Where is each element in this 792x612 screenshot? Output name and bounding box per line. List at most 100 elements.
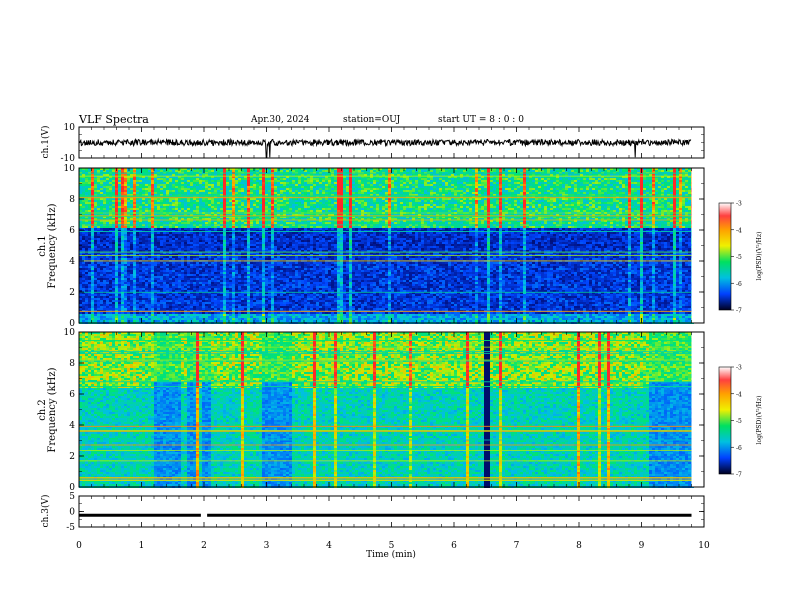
spectrogram-cell xyxy=(103,320,106,322)
spectrogram-cell xyxy=(103,242,106,244)
spectrogram-cell xyxy=(220,270,223,272)
spectrogram-cell xyxy=(145,236,148,238)
spectrogram-cell xyxy=(112,248,115,250)
spectrogram-cell xyxy=(220,190,223,192)
spectrogram-cell xyxy=(220,256,223,258)
spectrogram-cell xyxy=(88,268,91,270)
spectrogram-cell xyxy=(130,202,133,204)
spectrogram-cell xyxy=(106,184,109,186)
spectrogram-cell xyxy=(109,170,112,172)
spectrogram-cell xyxy=(244,218,247,220)
spectrogram-cell xyxy=(100,222,103,224)
spectrogram-cell xyxy=(199,316,202,318)
spectrogram-cell xyxy=(184,318,187,320)
spectrogram-cell xyxy=(181,272,184,274)
spectrogram-cell xyxy=(220,280,223,282)
spectrogram-cell xyxy=(223,176,226,178)
spectrogram-cell xyxy=(178,298,181,300)
spectrogram-cell xyxy=(226,180,229,182)
spectrogram-cell xyxy=(127,208,130,210)
spectrogram-cell xyxy=(97,258,100,260)
spectrogram-cell xyxy=(199,296,202,298)
spectrogram-cell xyxy=(172,274,175,276)
spectrogram-cell xyxy=(220,268,223,270)
spectrogram-cell xyxy=(262,170,265,172)
spectrogram-cell xyxy=(106,196,109,198)
spectrogram-cell xyxy=(97,286,100,288)
spectrogram-cell xyxy=(256,274,259,276)
spectrogram-cell xyxy=(115,208,118,210)
spectrogram-cell xyxy=(91,168,94,170)
spectrogram-cell xyxy=(121,170,124,172)
spectrogram-cell xyxy=(220,168,223,170)
spectrogram-cell xyxy=(154,248,157,250)
spectrogram-cell xyxy=(103,174,106,176)
spectrogram-cell xyxy=(151,176,154,178)
spectrogram-cell xyxy=(103,318,106,320)
spectrogram-cell xyxy=(112,272,115,274)
spectrogram-cell xyxy=(157,240,160,242)
spectrogram-cell xyxy=(205,180,208,182)
spectrogram-cell xyxy=(133,178,136,180)
spectrogram-cell xyxy=(88,258,91,260)
spectrogram-cell xyxy=(232,214,235,216)
spectrogram-cell xyxy=(121,314,124,316)
spectrogram-cell xyxy=(79,312,82,314)
spectrogram-cell xyxy=(94,280,97,282)
spectrogram-cell xyxy=(247,170,250,172)
spectrogram-cell xyxy=(118,208,121,210)
spectrogram-cell xyxy=(169,294,172,296)
spectrogram-cell xyxy=(187,258,190,260)
spectrogram-cell xyxy=(154,178,157,180)
spectrogram-cell xyxy=(109,268,112,270)
spectrogram-cell xyxy=(256,282,259,284)
spectrogram-cell xyxy=(139,286,142,288)
spectrogram-cell xyxy=(172,236,175,238)
spectrogram-cell xyxy=(148,246,151,248)
spectrogram-cell xyxy=(109,218,112,220)
spectrogram-cell xyxy=(97,298,100,300)
spectrogram-cell xyxy=(100,236,103,238)
spectrogram-cell xyxy=(205,302,208,304)
ch1-waveform-ylabel: ch.1(V) xyxy=(40,126,51,159)
spectrogram-cell xyxy=(109,190,112,192)
spectrogram-cell xyxy=(118,210,121,212)
spectrogram-cell xyxy=(226,250,229,252)
spectrogram-cell xyxy=(226,246,229,248)
spectrogram-cell xyxy=(253,270,256,272)
spectrogram-cell xyxy=(172,270,175,272)
spectrogram-cell xyxy=(214,264,217,266)
spectrogram-cell xyxy=(199,292,202,294)
spectrogram-cell xyxy=(211,192,214,194)
spectrogram-cell xyxy=(229,230,232,232)
spectrogram-cell xyxy=(94,278,97,280)
spectrogram-cell xyxy=(160,208,163,210)
spectrogram-cell xyxy=(235,282,238,284)
spectrogram-cell xyxy=(247,230,250,232)
spectrogram-cell xyxy=(247,188,250,190)
spectrogram-cell xyxy=(136,176,139,178)
spectrogram-cell xyxy=(148,208,151,210)
spectrogram-cell xyxy=(151,214,154,216)
spectrogram-cell xyxy=(196,196,199,198)
spectrogram-cell xyxy=(181,274,184,276)
spectrogram-cell xyxy=(202,176,205,178)
spectrogram-cell xyxy=(181,318,184,320)
spectrogram-cell xyxy=(265,256,268,258)
spectrogram-cell xyxy=(157,198,160,200)
spectrogram-cell xyxy=(244,210,247,212)
spectrogram-cell xyxy=(190,270,193,272)
spectrogram-cell xyxy=(187,192,190,194)
spectrogram-cell xyxy=(181,316,184,318)
spectrogram-cell xyxy=(250,190,253,192)
spectrogram-cell xyxy=(190,178,193,180)
spectrogram-cell xyxy=(142,280,145,282)
spectrogram-cell xyxy=(109,288,112,290)
spectrogram-cell xyxy=(172,232,175,234)
spectrogram-cell xyxy=(100,266,103,268)
spectrogram-cell xyxy=(220,274,223,276)
spectrogram-cell xyxy=(235,220,238,222)
spectrogram-cell xyxy=(250,192,253,194)
spectrogram-cell xyxy=(178,280,181,282)
spectrogram-cell xyxy=(94,316,97,318)
